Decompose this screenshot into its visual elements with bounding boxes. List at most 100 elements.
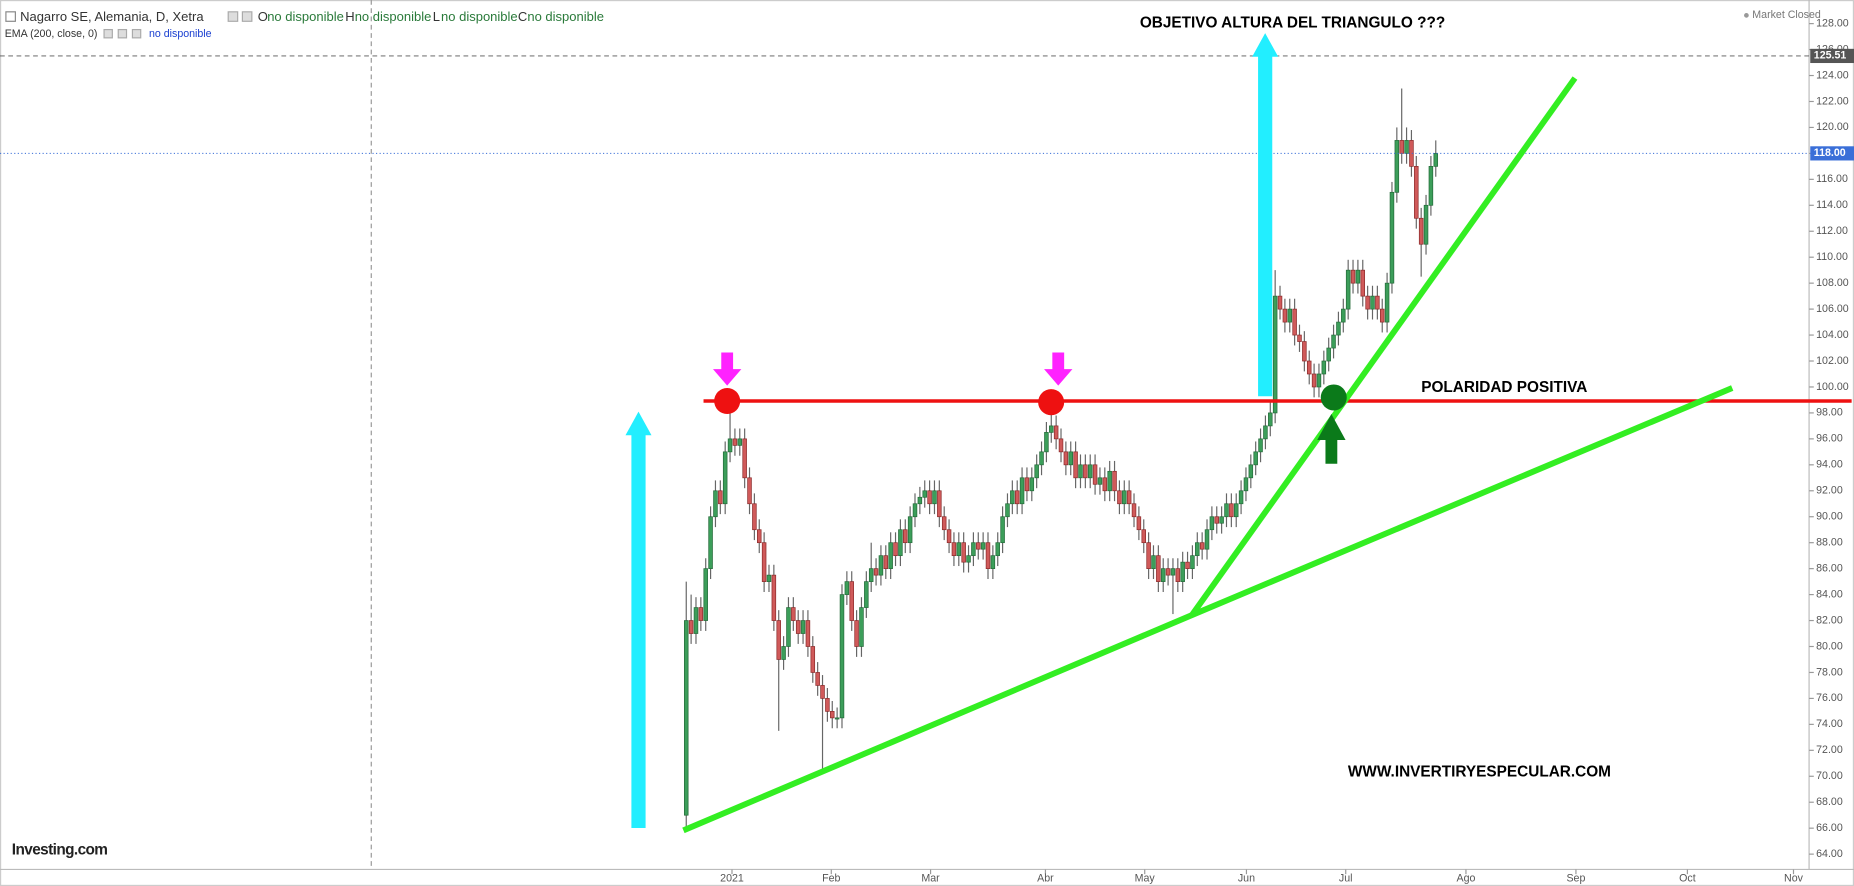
y-tick-label: 88.00 [1816, 536, 1843, 548]
candle-body [1302, 341, 1307, 362]
collapse-icon [5, 11, 16, 22]
candle-body [1131, 503, 1137, 518]
candle-body [800, 620, 806, 634]
candle-body [1355, 269, 1361, 284]
candle-body [839, 594, 845, 719]
candle-body [844, 581, 850, 595]
candle-body [1185, 561, 1190, 569]
down-arrow [712, 352, 742, 386]
annotation: OBJETIVO ALTURA DEL TRIANGULO ??? [1140, 15, 1445, 32]
candle-body [907, 516, 913, 544]
candle-body [1428, 166, 1434, 206]
candle-body [985, 542, 991, 569]
candle-body [1126, 490, 1132, 505]
candle-body [1068, 451, 1073, 466]
candle-body [1399, 140, 1404, 154]
candle-body [708, 516, 713, 569]
candle-body [1034, 464, 1039, 479]
candle-body [1389, 191, 1395, 284]
legend-key: O [258, 9, 268, 24]
candle-body [1078, 464, 1083, 479]
candle-body [718, 490, 723, 505]
candle-body [1414, 166, 1419, 219]
y-tick-label: 116.00 [1816, 173, 1848, 185]
candle-body [878, 555, 884, 576]
candle-body [1379, 308, 1385, 323]
candle-body [1248, 464, 1254, 479]
candle-body [776, 620, 781, 660]
candle-body [1321, 360, 1327, 375]
candle-body [917, 496, 923, 505]
x-tick-label: May [1135, 873, 1156, 885]
candle-body [1229, 503, 1234, 518]
candle-body [757, 529, 762, 544]
candle-body [1263, 425, 1268, 440]
logo: Investing.com [12, 842, 108, 859]
candle-body [1039, 451, 1044, 466]
candle-body [1097, 477, 1103, 485]
y-tick-label: 104.00 [1816, 329, 1849, 341]
y-tick-label: 90.00 [1816, 511, 1843, 523]
y-tick-label: 106.00 [1816, 303, 1849, 315]
candle-body [1326, 347, 1331, 362]
candle-body [791, 607, 796, 621]
y-tick-label: 96.00 [1816, 433, 1843, 445]
annotation: WWW.INVERTIRYESPECULAR.COM [1348, 764, 1611, 781]
symbol-title: Nagarro SE, Alemania, D, Xetra [20, 9, 204, 24]
x-tick-label: Abr [1037, 873, 1054, 885]
candle-body [1350, 269, 1356, 284]
candle-body [1311, 373, 1317, 388]
candle-body [873, 568, 879, 576]
market-status: Market Closed [1752, 9, 1821, 21]
candle-body [1423, 204, 1429, 245]
candle-body [688, 620, 694, 634]
y-tick-label: 82.00 [1816, 614, 1843, 626]
candle-body [932, 490, 937, 505]
legend-key: H [345, 9, 354, 24]
candle-body [713, 490, 718, 518]
legend-value: no disponible [527, 9, 604, 24]
legend-key: L [433, 9, 440, 24]
candle-body [1297, 334, 1302, 342]
candle-body [1151, 555, 1156, 569]
candle-body [722, 451, 728, 505]
candle-body [1243, 477, 1249, 492]
candle-body [893, 542, 898, 557]
candle-body [1180, 561, 1185, 582]
candle-body [1024, 477, 1030, 492]
y-tick-label: 70.00 [1816, 770, 1843, 782]
candle-body [1107, 470, 1112, 492]
legend-key: C [518, 9, 527, 24]
x-tick-label: Mar [921, 873, 940, 885]
height-arrow [625, 411, 652, 829]
candle-body [1214, 516, 1219, 524]
candle-body [990, 555, 996, 569]
candle-body [1370, 295, 1375, 310]
candle-body [1063, 451, 1069, 466]
touch-circle [714, 387, 741, 415]
candle-body [1360, 269, 1366, 297]
legend-value: no disponible [355, 9, 432, 24]
candle-body [761, 542, 767, 582]
candle-body [951, 542, 957, 557]
candle-body [781, 646, 786, 660]
candle-body [1053, 425, 1059, 440]
candle-body [1190, 555, 1195, 569]
candle-body [937, 490, 942, 518]
candle-body [1049, 425, 1054, 433]
candle-body [1272, 295, 1278, 414]
candle-body [1306, 360, 1312, 375]
candle-body [1268, 412, 1273, 427]
x-tick-label: Nov [1784, 873, 1804, 885]
candle-body [1014, 490, 1020, 505]
candle-body [1102, 477, 1108, 492]
candle-body [727, 438, 733, 453]
indicator-icon [117, 28, 128, 39]
candle-body [1165, 568, 1171, 576]
candle-body [1418, 217, 1424, 245]
x-tick-label: Oct [1679, 873, 1696, 885]
candle-body [849, 581, 854, 621]
y-tick-label: 120.00 [1816, 121, 1849, 133]
